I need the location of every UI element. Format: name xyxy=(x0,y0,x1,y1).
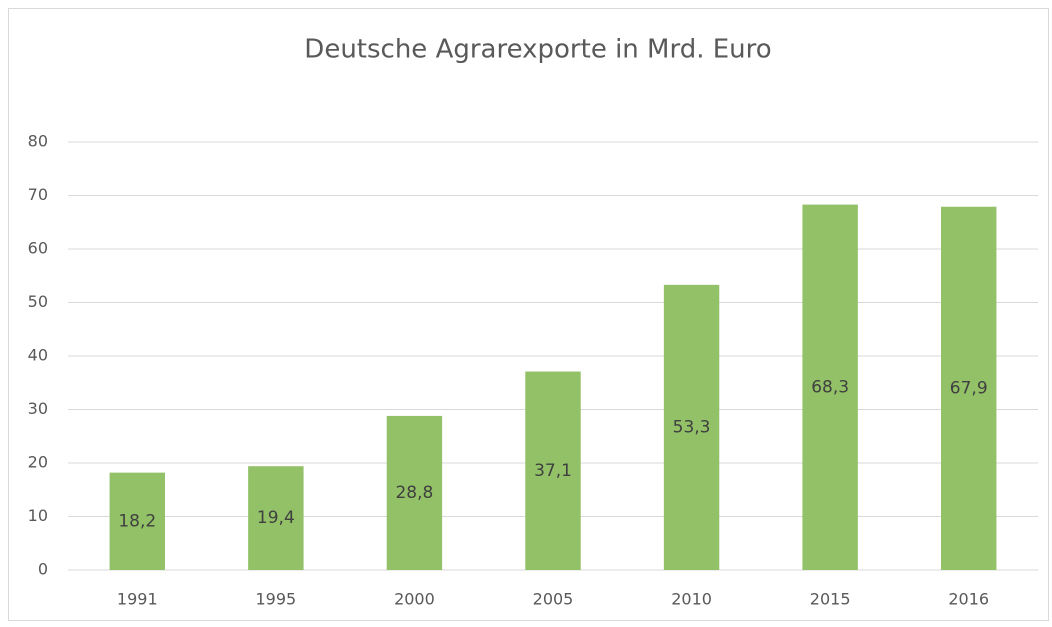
x-tick-label: 2015 xyxy=(810,590,851,609)
bar xyxy=(663,284,720,570)
y-tick-label: 80 xyxy=(28,132,48,151)
data-label: 67,9 xyxy=(950,378,988,398)
x-tick-label: 2016 xyxy=(948,590,989,609)
data-label: 19,4 xyxy=(257,508,295,528)
y-tick-label: 0 xyxy=(38,560,48,579)
bar xyxy=(248,466,304,570)
x-tick-label: 1995 xyxy=(255,590,296,609)
bar xyxy=(941,206,997,571)
y-tick-label: 70 xyxy=(28,185,48,204)
y-tick-label: 10 xyxy=(28,506,48,525)
bar xyxy=(109,472,165,570)
bar xyxy=(525,371,581,570)
y-tick-label: 30 xyxy=(28,399,48,418)
bar xyxy=(802,204,858,570)
bar xyxy=(386,415,443,570)
y-tick-label: 20 xyxy=(28,453,48,472)
data-label: 37,1 xyxy=(534,461,572,481)
y-tick-label: 50 xyxy=(28,292,48,311)
y-tick-label: 60 xyxy=(28,239,48,258)
data-label: 28,8 xyxy=(395,483,433,503)
x-tick-label: 2010 xyxy=(671,590,712,609)
x-tick-label: 2005 xyxy=(533,590,574,609)
data-label: 53,3 xyxy=(673,417,711,437)
y-tick-label: 40 xyxy=(28,346,48,365)
data-label: 18,2 xyxy=(118,511,156,531)
data-label: 68,3 xyxy=(811,377,849,397)
chart-title: Deutsche Agrarexporte in Mrd. Euro xyxy=(304,35,771,65)
x-tick-label: 1991 xyxy=(117,590,158,609)
x-tick-label: 2000 xyxy=(394,590,435,609)
